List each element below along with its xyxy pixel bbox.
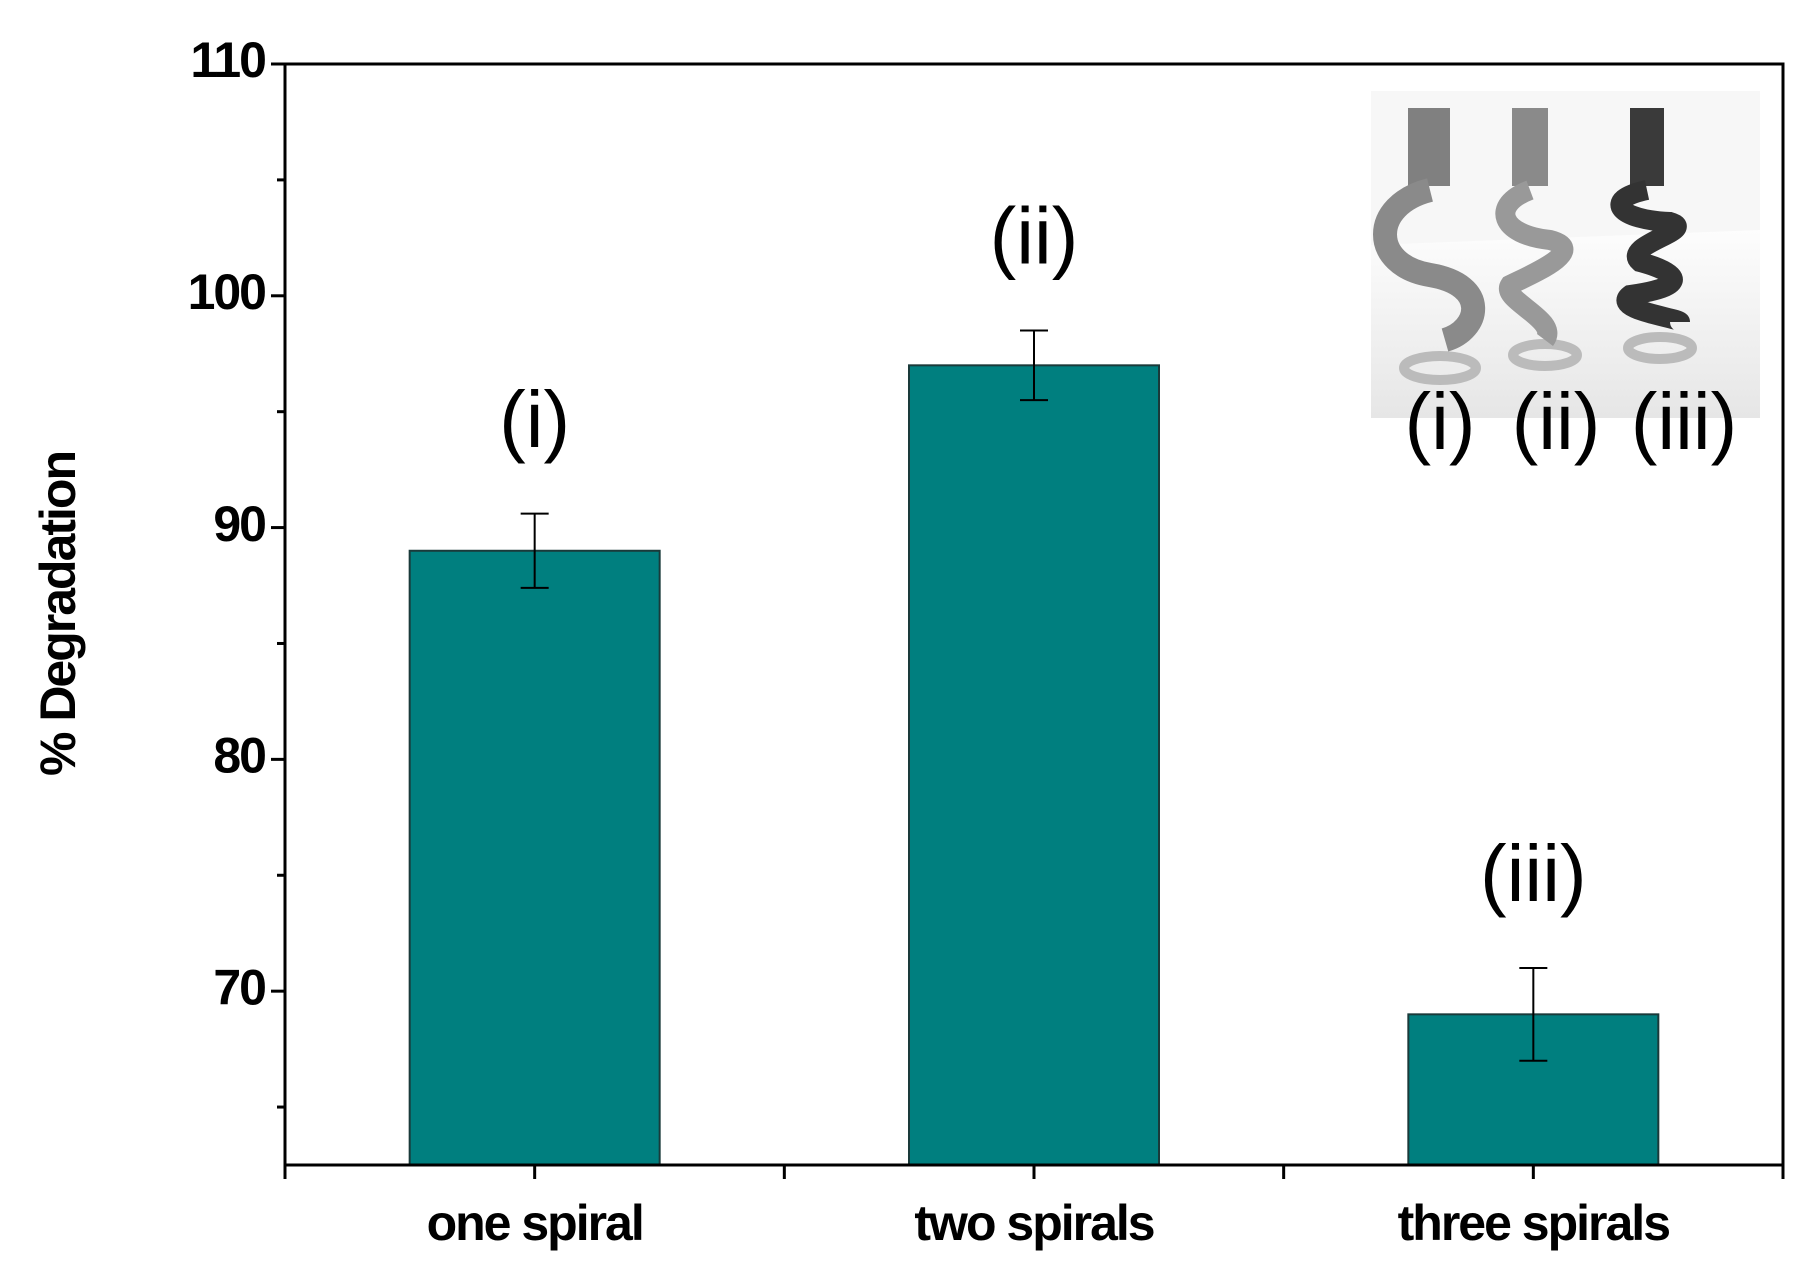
x-tick-label: one spiral bbox=[427, 1195, 643, 1251]
y-tick-label: 90 bbox=[213, 496, 265, 552]
inset-label: (i) bbox=[1404, 377, 1475, 466]
y-axis-label: % Degradation bbox=[30, 452, 86, 776]
inset-spiral bbox=[1495, 180, 1574, 346]
plot-frame bbox=[283, 62, 1785, 1167]
inset-label: (ii) bbox=[1512, 377, 1601, 466]
bar bbox=[908, 364, 1160, 1167]
x-tick-label: two spirals bbox=[914, 1195, 1153, 1251]
annotation: (ii) bbox=[990, 192, 1079, 281]
inset-rod bbox=[1408, 108, 1450, 186]
inset-spiral bbox=[1373, 178, 1486, 352]
y-tick-label: 80 bbox=[213, 728, 265, 784]
annotation: (i) bbox=[499, 375, 570, 464]
inset-rings bbox=[1399, 332, 1697, 385]
annotation: (iii) bbox=[1480, 829, 1587, 918]
y-tick-label: 100 bbox=[188, 264, 266, 320]
inset-spiral bbox=[1610, 180, 1690, 332]
y-tick-label: 70 bbox=[213, 959, 265, 1015]
inset-label: (iii) bbox=[1631, 377, 1738, 466]
bar bbox=[408, 549, 661, 1166]
y-tick-label: 110 bbox=[190, 32, 265, 88]
inset bbox=[1371, 91, 1760, 418]
inset-rod bbox=[1512, 108, 1548, 186]
x-tick-label: three spirals bbox=[1398, 1195, 1670, 1251]
inset-rod bbox=[1630, 108, 1664, 186]
